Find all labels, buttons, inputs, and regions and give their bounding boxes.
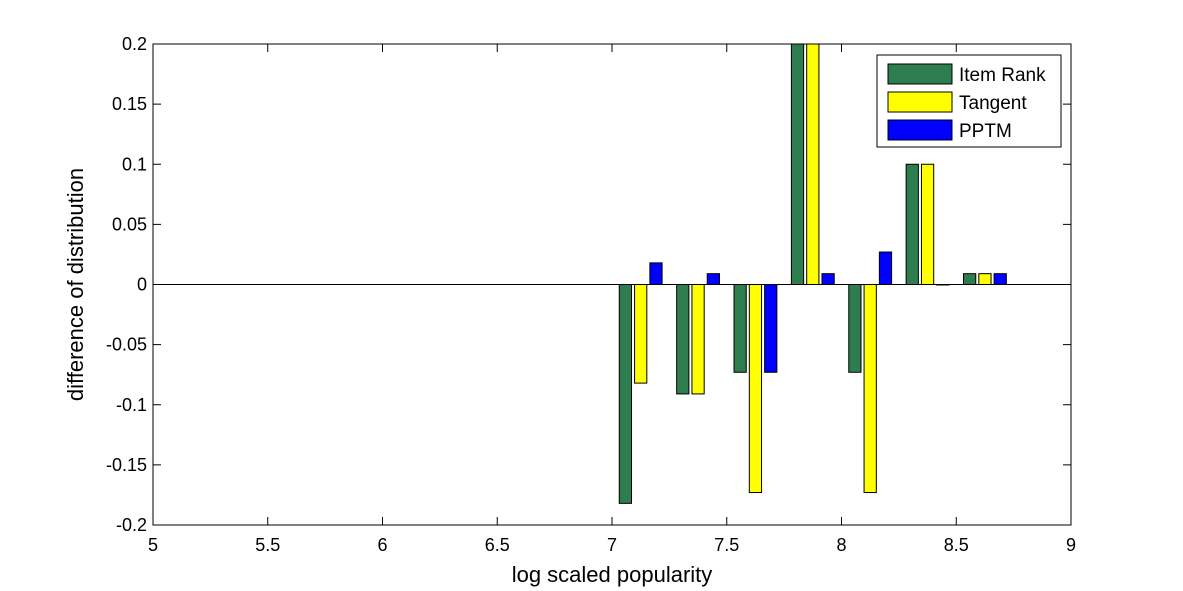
bars-group [618,43,1007,504]
y-tick-label: 0.05 [112,214,147,234]
bar-tangent-3 [806,43,820,285]
y-tick-label: 0.1 [122,154,147,174]
y-tick-label: -0.15 [106,455,147,475]
x-tick-label: 8.5 [944,535,969,555]
bar-item-rank-6 [963,273,977,285]
bar-item-rank-1 [676,284,690,395]
x-axis: 5 5.5 6 6.5 7 7.5 8 8.5 9 [148,44,1076,555]
y-tick-label: -0.05 [106,335,147,355]
y-tick-label: -0.1 [116,395,147,415]
legend-label: Item Rank [959,65,1046,86]
x-axis-title: log scaled popularity [512,562,713,587]
bar-tangent-4 [863,284,877,494]
bar-item-rank-4 [848,284,862,373]
y-tick-label: 0.15 [112,94,147,114]
legend-swatch-item-rank [887,63,953,85]
x-tick-label: 7 [607,535,617,555]
bar-tangent-0 [634,284,648,384]
legend-swatch-pptm [887,119,953,141]
bar-pptm-3 [821,273,835,285]
bar-tangent-2 [748,284,763,494]
bar-tangent-5 [920,163,935,285]
bar-item-rank-3 [790,43,805,285]
bar-item-rank-2 [733,284,747,373]
x-tick-label: 5.5 [255,535,280,555]
x-tick-label: 5 [148,535,158,555]
y-tick-label: 0.2 [122,34,147,54]
x-tick-label: 9 [1066,535,1076,555]
y-axis: -0.2 -0.15 -0.1 -0.05 0 0.05 0.1 0.15 0.2 [106,34,1071,535]
bar-item-rank-0 [618,284,633,504]
y-tick-label: 0 [137,275,147,295]
x-tick-label: 6 [377,535,387,555]
legend-label: Tangent [959,93,1027,114]
legend-swatch-tangent [887,91,953,113]
x-tick-label: 8 [836,535,846,555]
x-tick-label: 6.5 [485,535,510,555]
legend: Item Rank Tangent PPTM [876,54,1062,148]
y-tick-label: -0.2 [116,515,147,535]
bar-pptm-6 [993,273,1007,285]
legend-label: PPTM [959,121,1012,142]
bar-pptm-4 [878,251,893,285]
y-axis-title: difference of distribution [63,168,88,401]
bar-tangent-6 [978,273,992,285]
bar-tangent-1 [691,284,705,395]
bar-item-rank-5 [905,163,919,285]
bar-pptm-1 [706,273,720,285]
bar-pptm-2 [764,284,778,373]
bar-pptm-0 [649,262,663,286]
x-tick-label: 7.5 [714,535,739,555]
